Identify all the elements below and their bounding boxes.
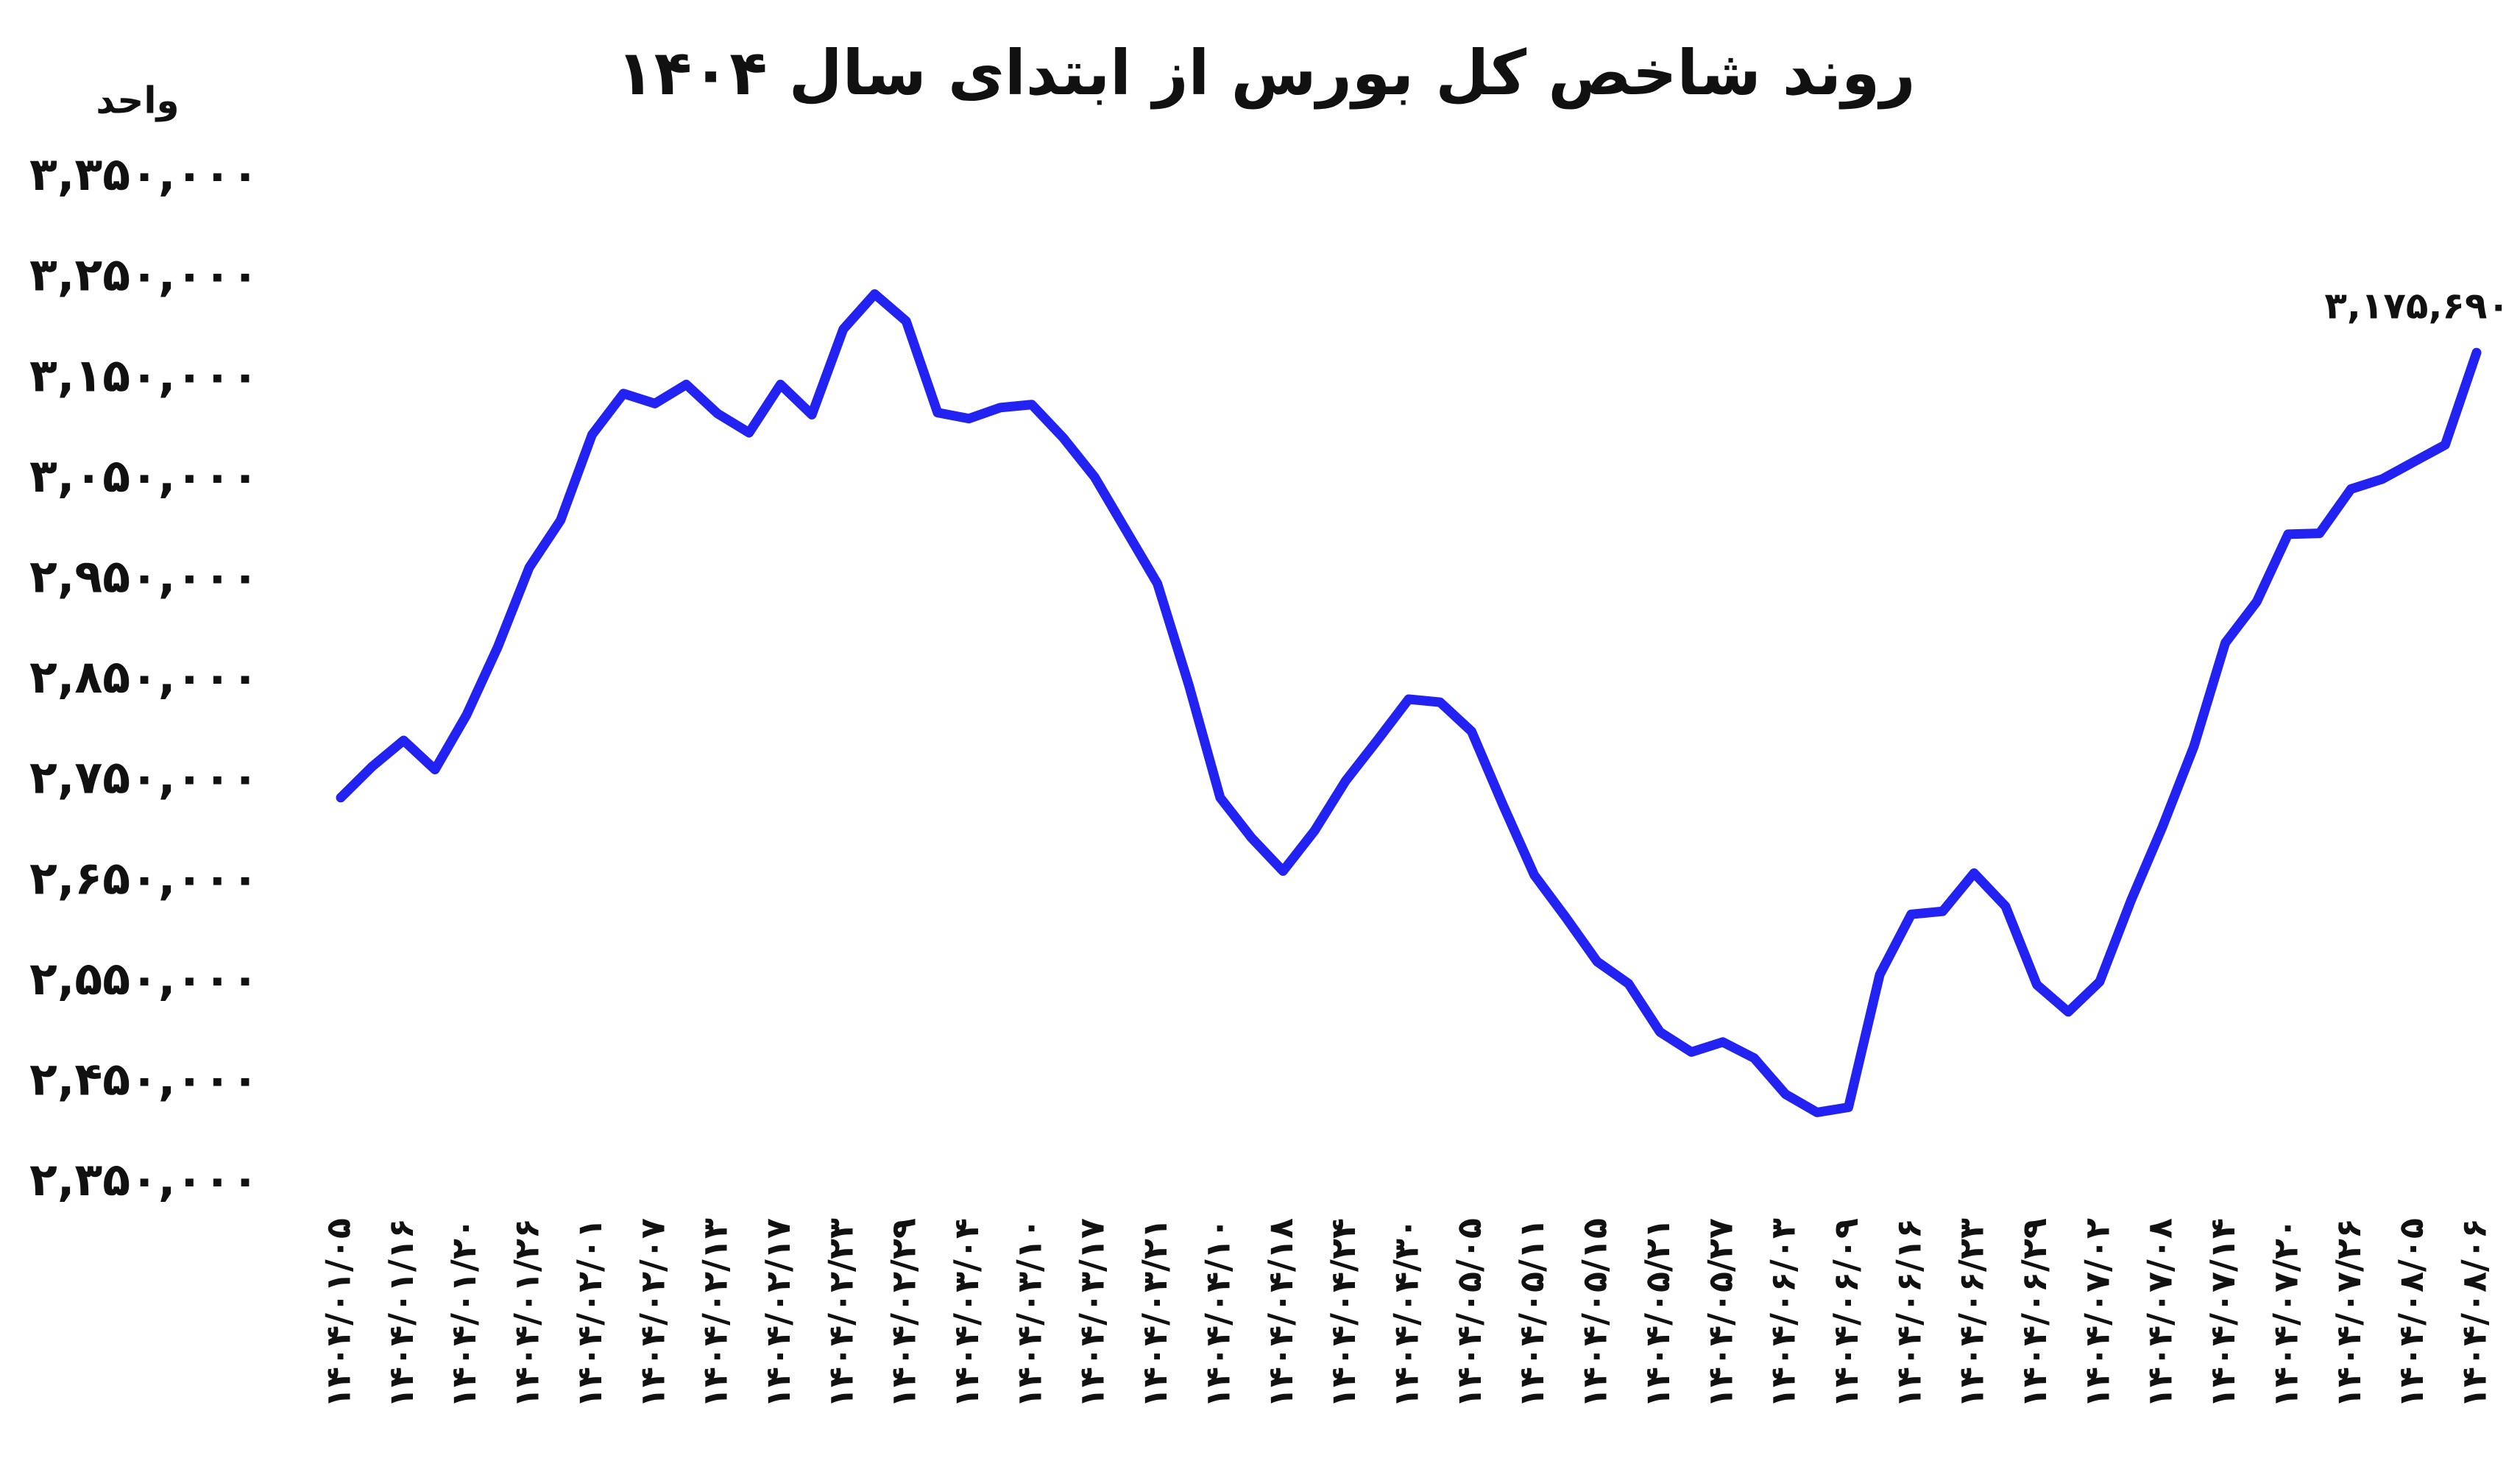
x-tick-label: ۱۴۰۴/۰۵/۰۵ [1449,1218,1489,1408]
x-tick-label: ۱۴۰۴/۰۷/۲۶ [2329,1218,2368,1408]
x-tick-label: ۱۴۰۴/۰۳/۰۴ [946,1218,986,1408]
y-tick-label: ۲,۴۵۰,۰۰۰ [29,1052,259,1105]
x-tick-label: ۱۴۰۴/۰۱/۱۶ [381,1218,421,1408]
x-tick-label: ۱۴۰۴/۰۲/۲۹ [884,1218,924,1408]
x-tick-label: ۱۴۰۴/۰۵/۲۱ [1638,1218,1677,1408]
y-tick-label: ۲,۸۵۰,۰۰۰ [29,650,259,704]
y-tick-label: ۲,۵۵۰,۰۰۰ [29,952,259,1005]
x-tick-label: ۱۴۰۴/۰۱/۲۰ [444,1218,484,1408]
x-tick-label: ۱۴۰۴/۰۵/۱۱ [1512,1218,1551,1408]
x-tick-label: ۱۴۰۴/۰۷/۰۸ [2140,1218,2180,1408]
x-tick-label: ۱۴۰۴/۰۶/۲۳ [1952,1218,1992,1408]
y-tick-label: ۳,۱۵۰,۰۰۰ [29,348,259,402]
x-tick-label: ۱۴۰۴/۰۵/۱۵ [1575,1218,1615,1408]
x-tick-label: ۱۴۰۴/۰۲/۱۷ [758,1218,798,1408]
x-tick-label: ۱۴۰۴/۰۶/۰۳ [1763,1218,1803,1408]
x-tick-label: ۱۴۰۴/۰۶/۲۹ [2014,1218,2054,1408]
y-tick-label: ۲,۳۵۰,۰۰۰ [29,1153,259,1206]
x-tick-label: ۱۴۰۴/۰۲/۰۷ [632,1218,672,1408]
x-tick-label: ۱۴۰۴/۰۷/۲۰ [2265,1218,2305,1408]
x-tick-label: ۱۴۰۴/۰۷/۰۲ [2077,1218,2117,1408]
y-axis-label: واحد [96,79,179,123]
x-tick-label: ۱۴۰۴/۰۳/۱۷ [1072,1218,1112,1408]
x-tick-label: ۱۴۰۴/۰۷/۱۴ [2203,1218,2243,1408]
index-line [336,289,2482,1117]
y-tick-label: ۳,۲۵۰,۰۰۰ [29,248,259,302]
x-tick-label: ۱۴۰۴/۰۲/۲۳ [821,1218,860,1408]
x-tick-label: ۱۴۰۴/۰۳/۲۱ [1135,1218,1175,1408]
x-tick-label: ۱۴۰۴/۰۴/۲۴ [1323,1218,1363,1408]
x-tick-label: ۱۴۰۴/۰۲/۱۳ [696,1218,735,1408]
y-tick-label: ۳,۳۵۰,۰۰۰ [29,147,259,201]
x-tick-label: ۱۴۰۴/۰۸/۰۵ [2391,1218,2431,1408]
x-tick-label: ۱۴۰۴/۰۴/۳۰ [1387,1218,1426,1408]
y-tick-label: ۳,۰۵۰,۰۰۰ [29,449,259,503]
x-tick-label: ۱۴۰۴/۰۲/۰۱ [570,1218,609,1408]
x-tick-label: ۱۴۰۴/۰۱/۰۵ [319,1218,358,1408]
y-tick-label: ۲,۷۵۰,۰۰۰ [29,751,259,804]
x-tick-label: ۱۴۰۴/۰۱/۲۶ [507,1218,547,1408]
chart-title: روند شاخص کل بورس از ابتدای سال ۱۴۰۴ [616,37,1915,110]
x-tick-label: ۱۴۰۴/۰۳/۱۰ [1009,1218,1049,1408]
x-tick-label: ۱۴۰۴/۰۸/۰۶ [2454,1218,2494,1408]
value-label: ۳,۱۷۵,۶۹۰ [2324,285,2510,328]
x-tick-label: ۱۴۰۴/۰۶/۱۶ [1889,1218,1928,1408]
y-tick-label: ۲,۶۵۰,۰۰۰ [29,851,259,905]
x-tick-label: ۱۴۰۴/۰۴/۱۰ [1197,1218,1237,1408]
y-tick-label: ۲,۹۵۰,۰۰۰ [29,549,259,603]
x-tick-label: ۱۴۰۴/۰۵/۲۷ [1700,1218,1740,1408]
x-tick-label: ۱۴۰۴/۰۴/۱۸ [1261,1218,1300,1408]
x-tick-label: ۱۴۰۴/۰۶/۰۹ [1826,1218,1866,1408]
